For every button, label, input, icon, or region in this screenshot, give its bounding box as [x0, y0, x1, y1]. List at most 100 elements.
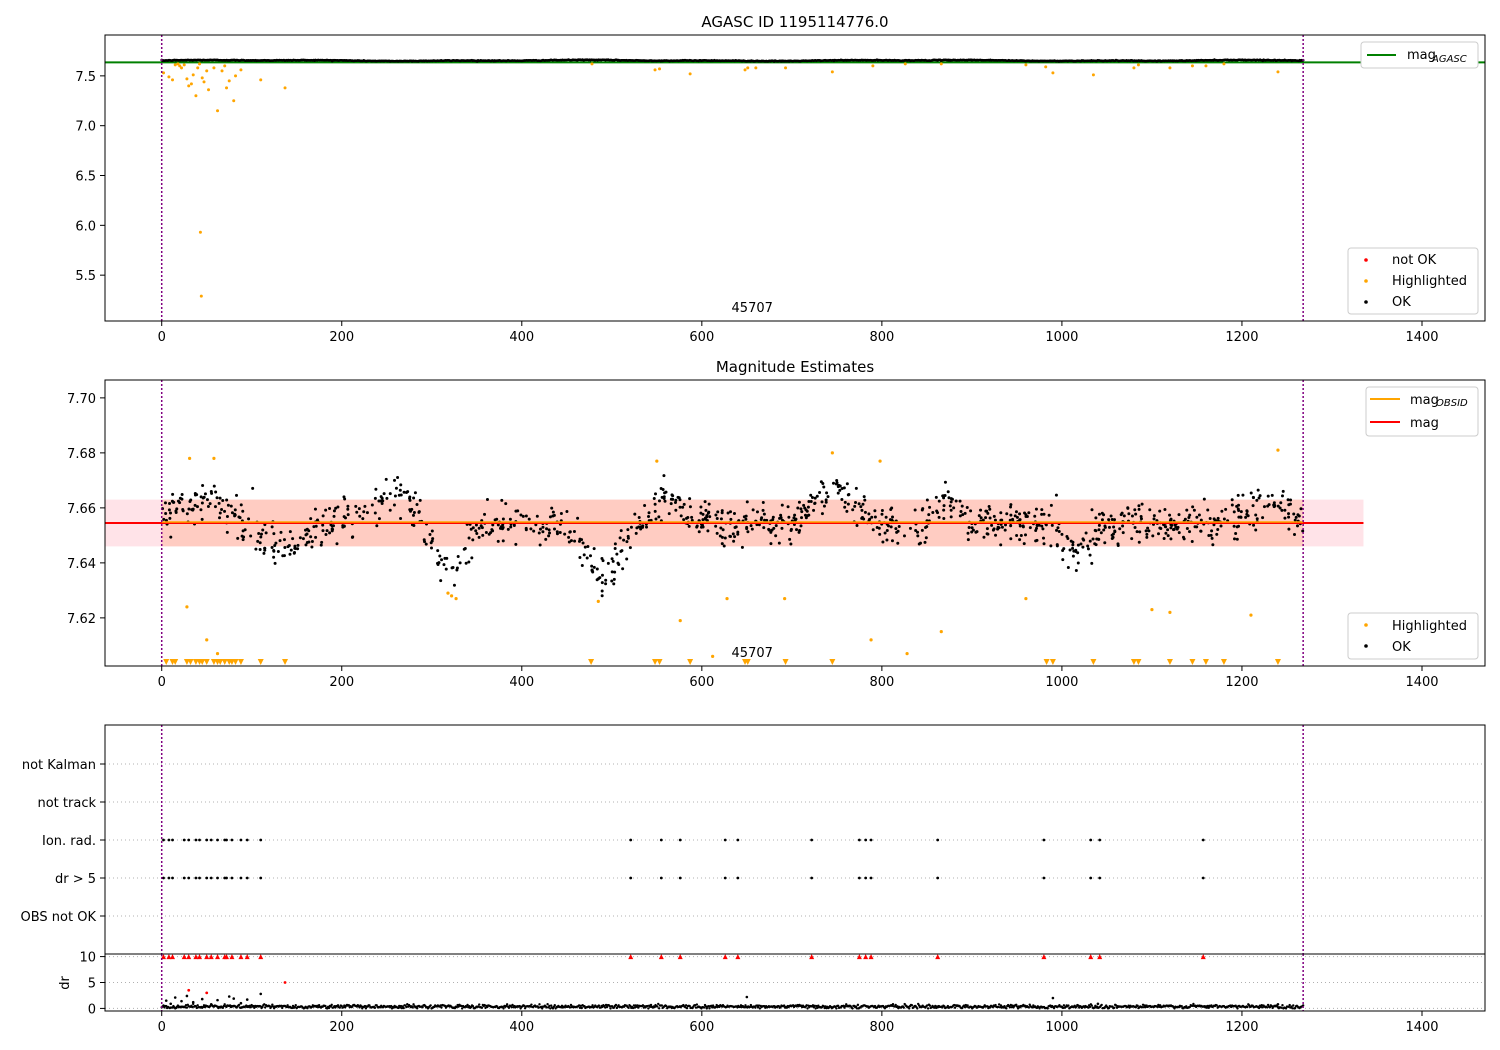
highlighted-point: [194, 94, 198, 98]
ok-point: [682, 518, 686, 522]
dr-ok-point: [604, 1003, 608, 1007]
ok-point: [840, 497, 844, 501]
dr-ok-point: [185, 994, 189, 998]
ok-point: [889, 508, 893, 512]
panel-flags: not Kalman not track Ion. rad. dr > 5 OBS no…: [21, 725, 1485, 954]
ok-point: [168, 502, 172, 506]
y-tick-label: 0: [88, 1002, 96, 1017]
x-tick-label: 600: [689, 675, 714, 690]
ok-point: [342, 515, 346, 519]
ok-point: [417, 510, 421, 514]
ok-point: [377, 517, 381, 521]
ok-point: [643, 503, 647, 507]
ok-point: [701, 512, 705, 516]
dr-ok-point: [478, 1003, 481, 1006]
dr-ok-point: [934, 1004, 937, 1008]
ok-point: [917, 542, 921, 546]
ok-point: [1139, 514, 1143, 518]
ok-point: [195, 505, 199, 509]
ok-point: [201, 483, 205, 487]
dr-ok-point: [249, 1006, 252, 1009]
ok-point: [863, 498, 867, 502]
ok-point: [191, 508, 195, 512]
ok-point: [1193, 525, 1197, 529]
ok-point: [664, 490, 668, 494]
ok-point: [1152, 514, 1156, 518]
dr-ok-point: [440, 1006, 443, 1009]
ok-point: [1042, 542, 1046, 546]
ok-point: [840, 486, 844, 490]
flag-point: [162, 876, 165, 880]
dr-ok-point: [360, 1005, 363, 1008]
ok-point: [897, 525, 901, 529]
flag-point: [736, 838, 740, 842]
highlighted-offscale-marker: [1043, 659, 1050, 665]
ok-point: [637, 515, 641, 519]
highlighted-point: [1190, 64, 1194, 68]
ok-point: [1009, 537, 1013, 541]
dr-ok-point: [1266, 1003, 1270, 1007]
highlighted-offscale-marker: [1202, 659, 1209, 665]
ok-point: [1003, 528, 1007, 532]
ok-point: [1191, 505, 1195, 509]
ok-point: [225, 514, 229, 518]
ok-point: [595, 567, 599, 571]
dr-ok-point: [916, 1007, 919, 1010]
ok-point: [789, 527, 793, 531]
ok-point: [924, 525, 928, 529]
y-tick-label: 5.5: [75, 269, 96, 284]
dr-ok-point: [1016, 1007, 1020, 1010]
ok-point: [1049, 503, 1053, 507]
ok-point: [1113, 530, 1117, 534]
ok-point: [993, 518, 997, 522]
ok-point: [286, 545, 290, 549]
highlighted-offscale-marker: [232, 659, 239, 665]
x-tick-label: 200: [329, 1020, 354, 1035]
ok-point: [612, 577, 616, 581]
dr-ok-point: [290, 1006, 294, 1010]
ok-point: [474, 523, 478, 527]
ok-point: [1047, 513, 1051, 517]
ok-point: [965, 505, 969, 509]
ok-point: [399, 483, 403, 487]
dr-ok-point: [1011, 1004, 1014, 1007]
ok-point: [547, 534, 551, 538]
ok-point: [793, 518, 797, 522]
dr-ok-point: [994, 1003, 997, 1007]
ok-point: [896, 529, 900, 533]
ok-point: [258, 541, 262, 545]
dr-clipped-marker: [1041, 954, 1047, 960]
ok-point: [225, 530, 229, 534]
ok-point: [736, 530, 740, 534]
ok-point: [1024, 533, 1028, 537]
dr-ok-point: [743, 1006, 746, 1009]
dr-ok-point: [580, 1006, 583, 1010]
ok-point: [193, 503, 197, 507]
ok-point: [984, 516, 988, 520]
flag-point: [230, 876, 234, 880]
highlighted-offscale-marker: [744, 659, 751, 665]
ok-point: [167, 508, 171, 512]
ok-point: [1034, 529, 1038, 533]
ok-point: [588, 554, 592, 558]
dr-ok-point: [1280, 1006, 1283, 1009]
ok-point: [870, 515, 874, 519]
ok-point: [1176, 525, 1180, 529]
ok-point: [380, 502, 384, 506]
ok-point: [316, 518, 320, 522]
dr-ok-point: [657, 1002, 660, 1006]
ok-point: [1287, 503, 1291, 507]
ok-point: [931, 510, 935, 514]
legend-label: not OK: [1392, 253, 1437, 268]
ok-point: [218, 496, 222, 500]
dr-ok-point: [757, 1004, 761, 1007]
ok-point: [838, 488, 842, 492]
dr-ok-point: [579, 1004, 583, 1008]
dr-ok-point: [457, 1005, 460, 1008]
dr-ok-point: [412, 1003, 415, 1006]
ok-point: [1147, 529, 1151, 533]
highlighted-offscale-marker: [1189, 659, 1196, 665]
dr-ok-point: [1100, 1003, 1103, 1007]
legend-label: Highlighted: [1392, 274, 1467, 289]
flag-point: [869, 838, 873, 842]
